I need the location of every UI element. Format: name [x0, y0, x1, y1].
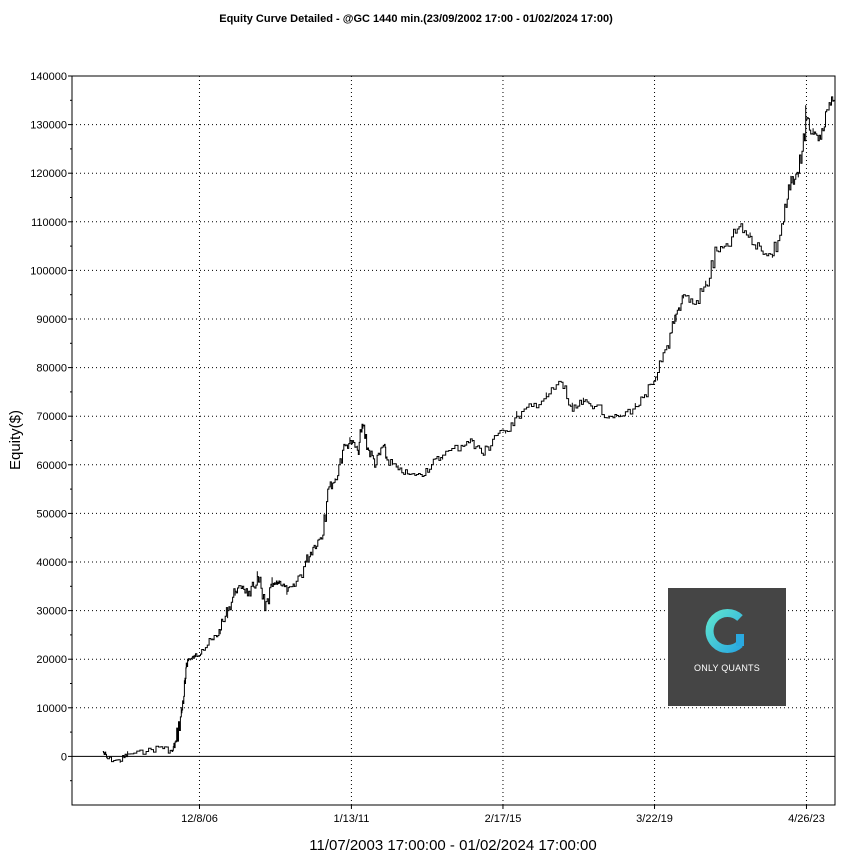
y-tick-label: 0: [61, 751, 67, 763]
x-axis-label: 11/07/2003 17:00:00 - 01/02/2024 17:00:0…: [309, 837, 596, 854]
y-tick-label: 120000: [30, 168, 67, 180]
only-quants-logo-icon: [705, 609, 744, 653]
x-tick-label: 2/17/15: [485, 813, 522, 825]
x-tick-label: 3/22/19: [636, 813, 673, 825]
y-tick-label: 90000: [36, 314, 67, 326]
x-tick-label: 12/8/06: [181, 813, 218, 825]
axis-ticks: [68, 75, 807, 809]
y-axis-label: Equity($): [7, 410, 24, 470]
equity-series-line: [102, 95, 836, 763]
y-tick-labels: 0 10000 20000 30000 40000 50000 60000 70000 8000…: [30, 71, 67, 763]
y-tick-label: 100000: [30, 265, 67, 277]
y-tick-label: 60000: [36, 460, 67, 472]
y-tick-label: 140000: [30, 71, 67, 83]
y-tick-label: 10000: [36, 703, 67, 715]
x-tick-labels: 12/8/06 1/13/11 2/17/15 3/22/19 4/26/23: [181, 813, 825, 825]
only-quants-logo: ONLY QUANTS: [668, 588, 786, 706]
y-tick-label: 110000: [31, 217, 67, 229]
y-tick-label: 40000: [36, 557, 67, 569]
y-tick-label: 20000: [36, 654, 67, 666]
chart-title: Equity Curve Detailed - @GC 1440 min.(23…: [219, 13, 613, 25]
y-tick-label: 70000: [36, 411, 67, 423]
x-tick-label: 1/13/11: [333, 813, 369, 825]
y-tick-label: 80000: [36, 363, 67, 375]
y-tick-label: 30000: [36, 606, 67, 618]
logo-text: ONLY QUANTS: [694, 663, 760, 673]
x-tick-label: 4/26/23: [788, 813, 825, 825]
y-tick-label: 130000: [30, 120, 67, 132]
y-tick-label: 50000: [36, 508, 67, 520]
